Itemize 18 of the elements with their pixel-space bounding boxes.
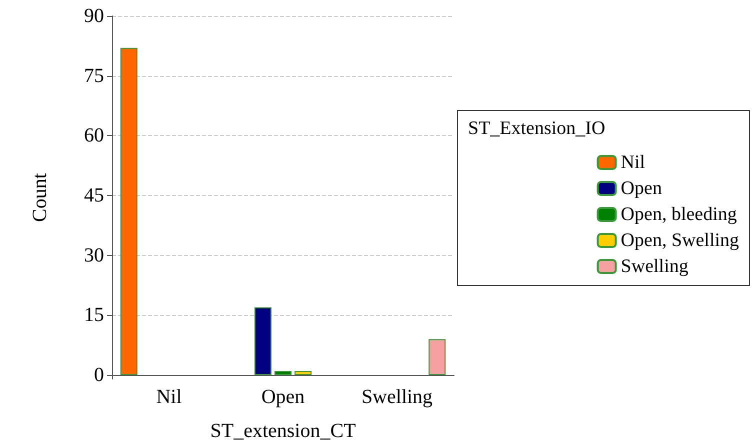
y-tick-label: 60 — [84, 124, 104, 147]
legend-label: Open, bleeding — [620, 204, 738, 225]
legend-label: Swelling — [620, 256, 689, 277]
y-axis-title: Count — [29, 172, 51, 222]
x-tick-label: Swelling — [361, 386, 433, 408]
legend-label: Open, Swelling — [620, 230, 740, 251]
x-axis-title: ST_extension_CT — [210, 420, 356, 442]
y-tick-label: 30 — [84, 244, 104, 266]
y-tick-label: 75 — [84, 64, 104, 87]
legend-label: Nil — [620, 152, 646, 173]
x-tick-label: Nil — [156, 386, 182, 408]
y-tick-label: 90 — [84, 5, 104, 27]
x-tick-label: Open — [261, 386, 305, 408]
legend-label: Open — [620, 178, 662, 199]
y-tick-label: 15 — [84, 304, 104, 326]
legend-title: ST_Extension_IO — [468, 118, 606, 140]
y-tick-label: 0 — [94, 364, 104, 386]
y-tick-label: 45 — [84, 184, 104, 207]
